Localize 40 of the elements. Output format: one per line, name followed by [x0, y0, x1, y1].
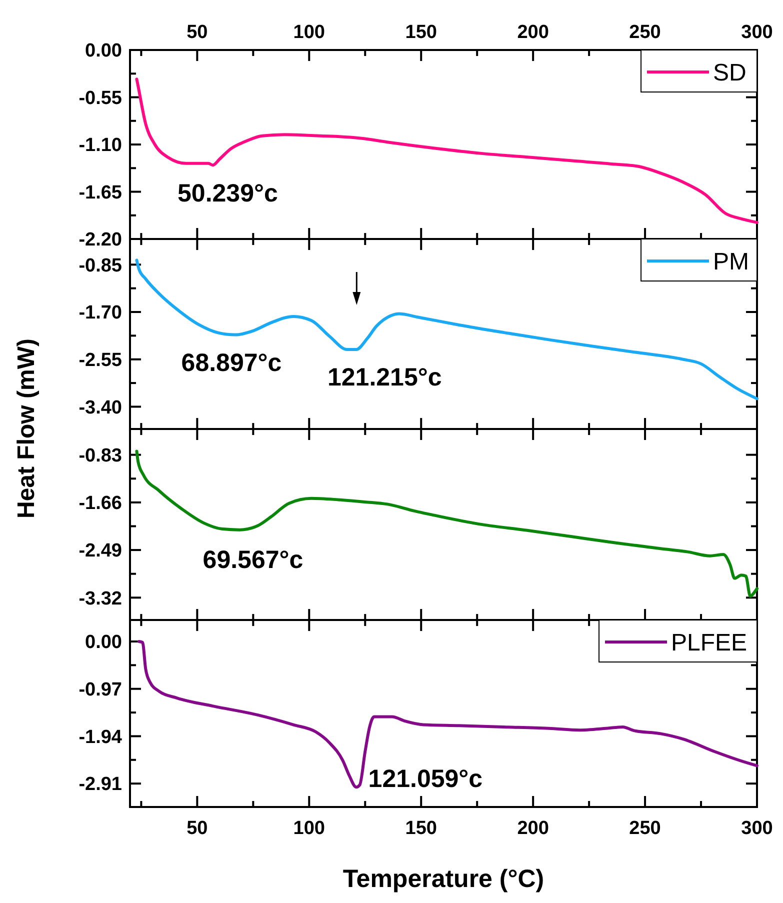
y-tick-label: -2.49 — [78, 540, 122, 562]
annotation: 68.897°c — [181, 348, 282, 377]
x-axis-title: Temperature (°C) — [342, 865, 544, 893]
y-tick-label: -0.85 — [78, 255, 122, 276]
annotation: 121.215°c — [328, 364, 442, 392]
y-tick-label: -0.83 — [78, 445, 122, 466]
y-tick-label: -2.91 — [78, 774, 122, 796]
y-tick-label: -1.10 — [78, 135, 122, 156]
x2-tick-label: 300 — [741, 22, 773, 43]
y-tick-label: -1.70 — [78, 302, 122, 324]
legend-label: PM — [713, 248, 749, 276]
x-tick-label: 200 — [517, 818, 549, 839]
x2-tick-label: 100 — [293, 22, 325, 43]
y-tick-label: -2.20 — [78, 230, 122, 251]
x2-tick-label: 150 — [405, 22, 437, 43]
x2-tick-label: 50 — [186, 22, 208, 43]
y-tick-label: -1.94 — [78, 726, 122, 748]
y-tick-label: -0.97 — [78, 679, 122, 700]
line-series — [135, 450, 758, 598]
y-tick-label: 0.00 — [85, 632, 122, 654]
annotation: 69.567°c — [202, 546, 304, 574]
y-tick-label: -2.55 — [78, 350, 122, 371]
x2-tick-label: 250 — [629, 22, 661, 43]
x-tick-label: 150 — [405, 818, 437, 839]
x-tick-label: 250 — [629, 818, 661, 839]
annotation: 50.239°c — [178, 179, 278, 208]
x2-tick-label: 200 — [517, 22, 549, 43]
y-tick-label: -3.32 — [78, 588, 122, 610]
y-tick-label: 0.00 — [85, 40, 122, 62]
x-tick-label: 100 — [293, 818, 325, 839]
y-tick-label: -0.55 — [78, 88, 122, 109]
x-tick-label: 50 — [186, 818, 208, 839]
y-tick-label: -1.65 — [78, 182, 122, 204]
legend-label: PLFEE — [671, 629, 748, 656]
y-tick-label: -1.66 — [78, 493, 122, 514]
y-axis-title: Heat Flow (mW) — [13, 338, 40, 518]
legend-label: SD — [713, 59, 746, 86]
x-tick-label: 300 — [741, 818, 773, 839]
y-tick-label: -3.40 — [78, 397, 122, 418]
annotation: 121.059°c — [368, 765, 483, 794]
